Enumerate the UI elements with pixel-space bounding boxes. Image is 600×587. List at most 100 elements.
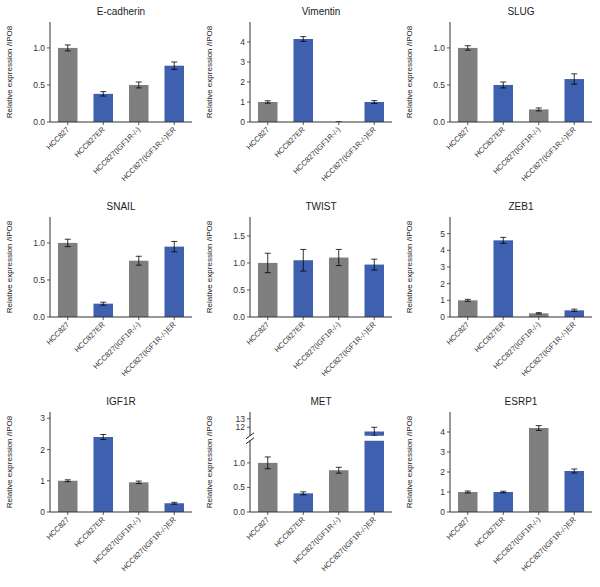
y-tick [47, 84, 50, 85]
y-tick-label: 3 [240, 57, 245, 67]
error-bar [136, 256, 142, 265]
x-tick [303, 317, 304, 320]
x-axis-line [50, 122, 192, 123]
marks [458, 237, 584, 317]
error-bar [300, 249, 306, 271]
y-tick-label: 1 [440, 487, 445, 497]
bar [458, 492, 478, 512]
y-tick-label: 0 [240, 117, 245, 127]
x-tick [303, 512, 304, 515]
y-tick-label: 0 [440, 312, 445, 322]
error-bar [65, 239, 71, 246]
y-tick [247, 122, 250, 123]
subplot: SNAILRelative expression /IPO80.00.51.0H… [5, 201, 192, 378]
x-tick-label: HCC827ER [473, 125, 507, 159]
error-bar [100, 435, 106, 440]
error-cap [500, 237, 506, 238]
x-tick-label: HCC827(IGF1R-/-)ER [119, 515, 178, 574]
error-cap [136, 265, 142, 266]
y-tick [447, 250, 450, 251]
error-bar [500, 237, 506, 243]
bar [58, 481, 78, 512]
bar [493, 85, 513, 122]
error-bar [171, 241, 177, 251]
y-tick [47, 449, 50, 450]
y-tick-label: 1 [240, 97, 245, 107]
y-tick-label: 4 [440, 245, 445, 255]
error-bar [300, 37, 306, 42]
error-line [574, 469, 575, 473]
bar [564, 79, 584, 122]
x-tick [338, 317, 339, 320]
error-cap [371, 435, 377, 436]
error-cap [571, 469, 577, 470]
x-tick [138, 317, 139, 320]
error-cap [300, 494, 306, 495]
error-bar [571, 74, 577, 84]
error-cap [500, 82, 506, 83]
y-tick-label: 0 [440, 507, 445, 517]
error-cap [265, 272, 271, 273]
error-cap [171, 241, 177, 242]
error-cap [100, 91, 106, 92]
error-bar [265, 253, 271, 272]
y-tick [247, 512, 250, 513]
y-tick-label: 4 [440, 427, 445, 437]
error-bar [465, 299, 471, 301]
marks [458, 46, 584, 122]
marks [58, 45, 184, 122]
error-bar [500, 491, 506, 493]
y-tick [447, 317, 450, 318]
error-cap [171, 62, 177, 63]
error-cap [336, 265, 342, 266]
y-axis-line [250, 441, 251, 512]
x-tick [503, 122, 504, 125]
x-tick [267, 317, 268, 320]
error-cap [171, 504, 177, 505]
error-cap [536, 107, 542, 108]
error-line [467, 46, 468, 50]
error-line [67, 239, 68, 246]
error-cap [571, 473, 577, 474]
bar [293, 493, 313, 512]
y-axis-label: Relative expression /IPO8 [205, 220, 214, 313]
x-tick-label: HCC827(IGF1R-/-)ER [519, 515, 578, 574]
error-bar [136, 481, 142, 484]
axis-break [246, 433, 254, 439]
y-tick-label: 3 [40, 413, 45, 423]
title: E-cadherin [97, 6, 145, 17]
y-tick [447, 283, 450, 284]
x-tick [174, 317, 175, 320]
y-tick-label: 0.0 [433, 117, 445, 127]
x-tick-label: HCC827(IGF1R-/-)ER [319, 125, 378, 184]
error-bar [65, 45, 71, 51]
y-axis-label: Relative expression /IPO8 [405, 220, 414, 313]
y-tick [447, 512, 450, 513]
error-cap [265, 456, 271, 457]
error-cap [136, 481, 142, 482]
error-line [303, 249, 304, 271]
y-axis-line [250, 412, 251, 436]
error-bar [536, 108, 542, 111]
x-axis-line [450, 122, 592, 123]
y-tick [247, 418, 250, 419]
error-cap [536, 312, 542, 313]
y-tick-label: 3 [440, 447, 445, 457]
y-tick [247, 102, 250, 103]
bar [258, 102, 278, 122]
y-tick-label: 0.0 [233, 507, 245, 517]
y-tick-label: 1.0 [33, 238, 45, 248]
x-tick [467, 512, 468, 515]
y-tick-label: 2 [240, 77, 245, 87]
bar [458, 48, 478, 122]
y-tick [447, 267, 450, 268]
y-axis-line [250, 22, 251, 122]
error-cap [171, 69, 177, 70]
error-bar [500, 82, 506, 88]
bar [129, 482, 149, 512]
bar [458, 300, 478, 317]
y-tick-label: 0.5 [33, 80, 45, 90]
x-tick [503, 512, 504, 515]
y-tick-label: 0.5 [233, 285, 245, 295]
x-tick [303, 122, 304, 125]
